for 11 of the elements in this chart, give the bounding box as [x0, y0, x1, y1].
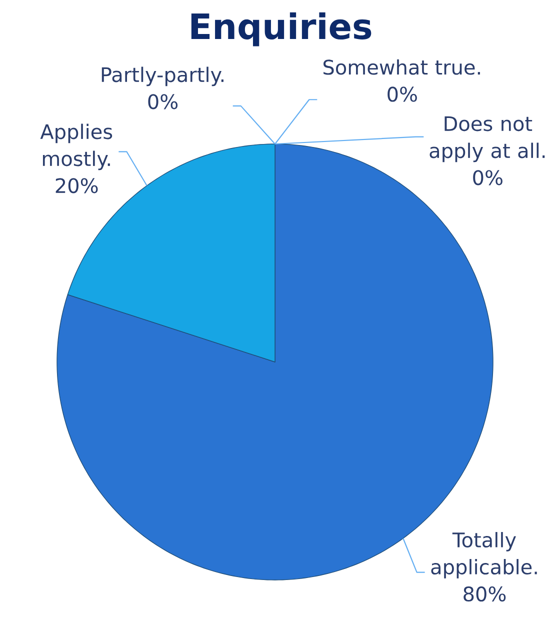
slice-label: Applies mostly. — [40, 124, 112, 170]
text: 0% — [473, 170, 502, 186]
data-label: 20% — [56, 178, 98, 194]
data-label: 80% — [464, 586, 506, 602]
text: 0% — [148, 94, 178, 110]
category-label: Somewhat true. — [324, 59, 480, 75]
slice-label: Totally applicable. — [431, 532, 537, 578]
category-label: Does not apply at all. — [430, 116, 545, 162]
chart-title: Enquiries — [191, 12, 372, 46]
category-label: Partly-partly. — [102, 66, 224, 86]
text: 0% — [388, 86, 417, 102]
